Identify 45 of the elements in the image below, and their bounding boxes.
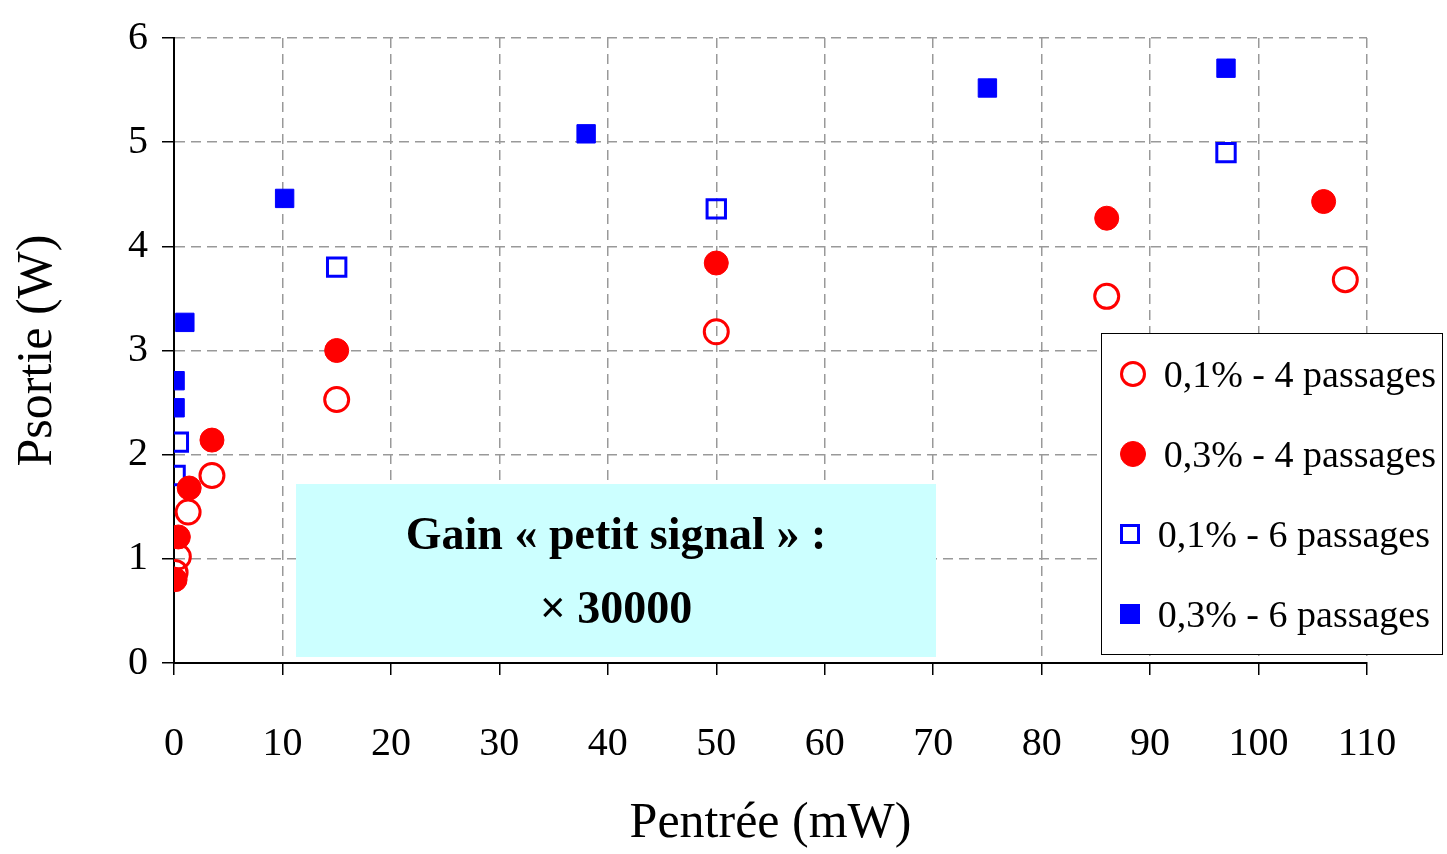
point	[174, 498, 202, 526]
y-tick-label: 3	[128, 325, 148, 370]
y-tick-label: 6	[128, 12, 148, 58]
x-tick-label: 10	[262, 718, 303, 764]
x-tick-label: 80	[1021, 718, 1062, 764]
x-tick-label: 110	[1337, 718, 1397, 764]
y-axis-title: Psortie (W)	[6, 234, 63, 467]
y-tick-label: 1	[128, 533, 148, 579]
legend-label: 0,1% - 4 passages	[1163, 352, 1436, 396]
point	[325, 256, 348, 278]
point	[1093, 282, 1121, 310]
y-tick-label: 0	[128, 637, 148, 683]
point	[199, 427, 225, 453]
point	[1216, 58, 1236, 78]
point	[1311, 189, 1337, 215]
y-tick-label: 5	[128, 116, 148, 162]
x-tick-label: 20	[370, 718, 411, 764]
point	[176, 475, 202, 501]
x-tick-label: 50	[696, 718, 737, 764]
point	[323, 385, 351, 413]
point	[705, 198, 727, 220]
x-tick-label: 70	[913, 718, 954, 764]
point	[576, 124, 596, 144]
point	[274, 188, 295, 209]
point	[198, 462, 226, 489]
point	[324, 338, 350, 363]
point	[175, 312, 195, 333]
point	[1094, 205, 1120, 231]
point	[702, 318, 730, 346]
x-tick-label: 30	[479, 718, 520, 764]
point	[1215, 141, 1237, 164]
legend-label: 0,3% - 6 passages	[1157, 592, 1430, 636]
point	[977, 78, 998, 98]
x-tick-label: 100	[1228, 718, 1289, 764]
x-axis-title: Pentrée (mW)	[629, 792, 912, 849]
x-tick-label: 0	[164, 718, 184, 764]
y-tick-label: 4	[128, 220, 148, 266]
y-tick-label: 2	[128, 429, 148, 475]
point	[703, 250, 729, 276]
x-tick-label: 40	[587, 718, 628, 764]
legend-label: 0,1% - 6 passages	[1157, 512, 1430, 556]
x-tick-label: 90	[1130, 718, 1171, 764]
x-tick-label: 60	[804, 718, 845, 764]
point	[1331, 266, 1359, 294]
legend-label: 0,3% - 4 passages	[1163, 432, 1436, 476]
